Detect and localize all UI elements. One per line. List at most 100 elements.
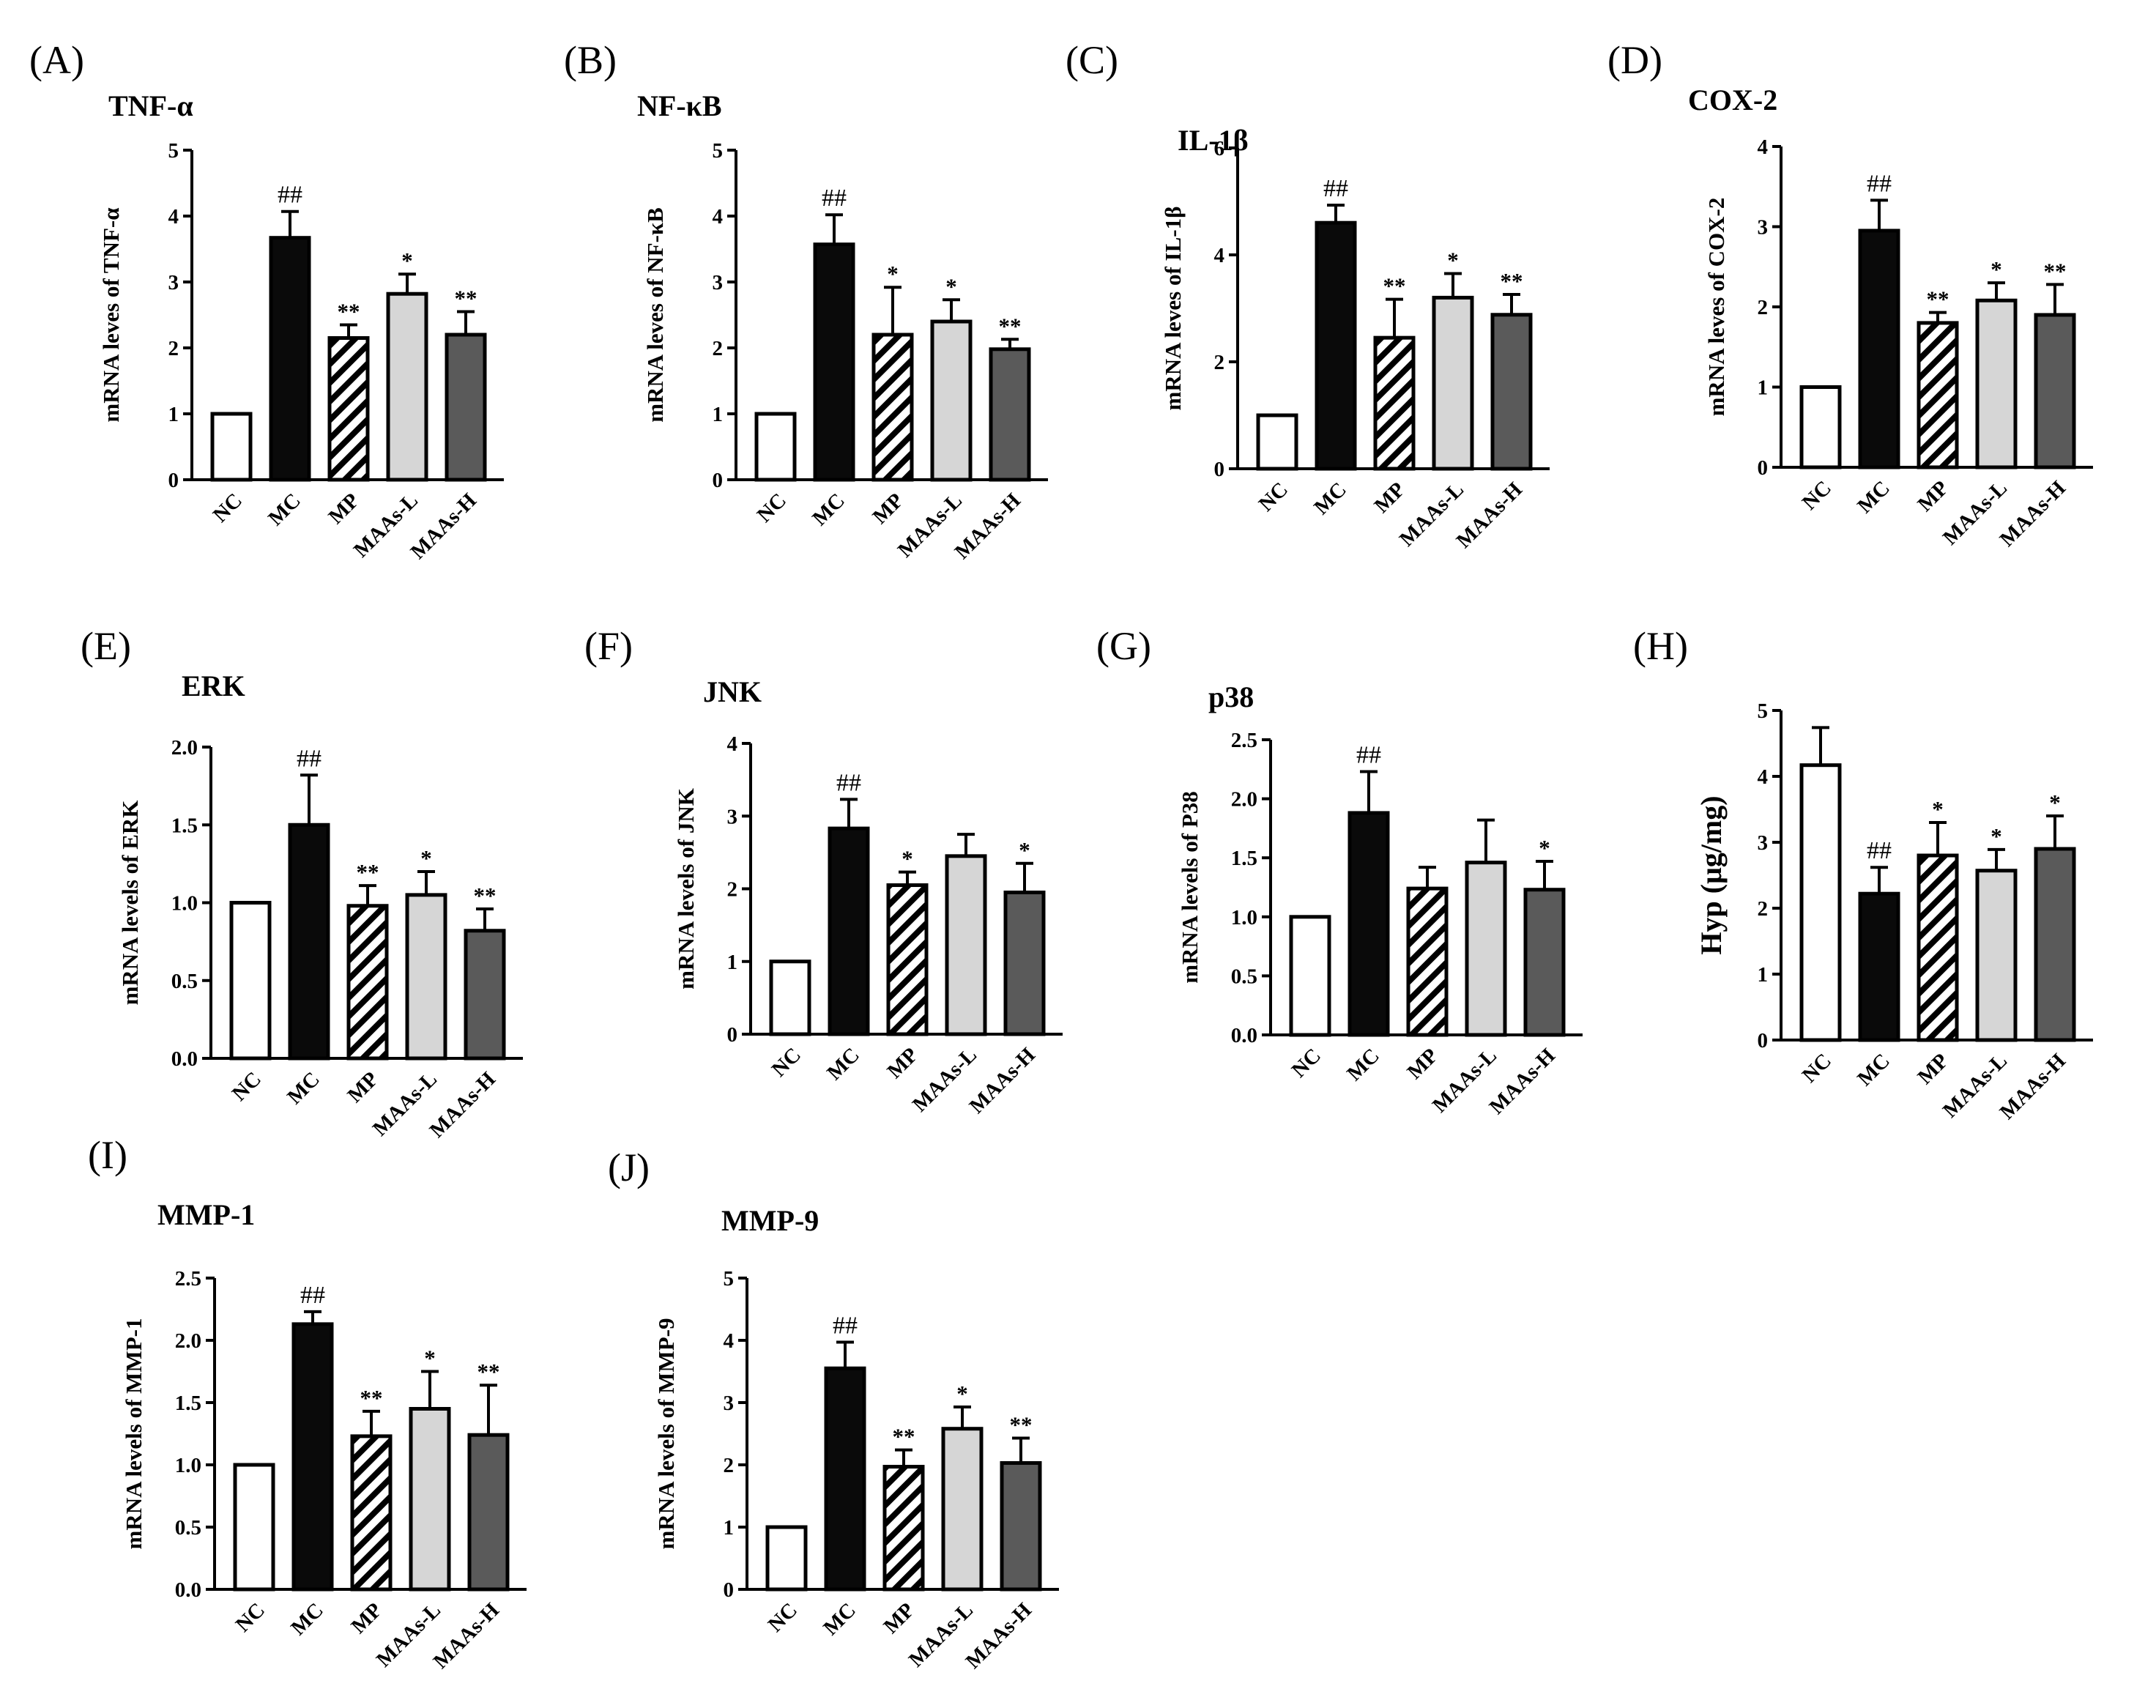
y-tick-label: 0.5 [171,970,198,993]
y-tick-label: 5 [1758,699,1769,723]
bar-mp [350,1434,393,1592]
panel-letter: (A) [29,38,84,82]
y-tick-label: 5 [168,139,179,163]
x-tick-label: NC [767,1043,806,1081]
chart-panel: (I) MMP-1 0.0 0.5 1.0 1.5 2.0 2.5 mRNA levels of… [88,1133,527,1674]
y-tick-label: 1.0 [171,892,198,916]
significance-marker: * [1990,823,2002,849]
x-tick-label: MP [324,489,364,529]
y-tick-label: 2 [727,878,738,902]
y-tick-label: 2.5 [1231,729,1257,752]
bar-maas-h [1003,890,1046,1036]
significance-marker: ** [474,883,497,908]
panel-letter: (G) [1096,624,1151,668]
y-tick-label: 3 [168,271,179,294]
significance-marker: ## [836,769,861,796]
chart-title: MMP-1 [157,1198,255,1231]
y-tick-label: 0.5 [175,1516,201,1540]
bar-mc [288,823,330,1061]
x-tick-label: NC [1798,476,1836,514]
x-tick-label: NC [1254,478,1293,516]
significance-marker: ** [1501,268,1523,294]
significance-marker: ## [1323,175,1348,202]
x-tick-label: MC [819,1598,860,1640]
significance-marker: * [401,248,413,273]
bar-mc [1858,891,1900,1042]
chart-panel: (J) MMP-9 0 1 2 3 4 5 mRNA levels of MMP-9 NC ## MC… [608,1146,1059,1674]
y-tick-label: 4 [168,205,179,229]
chart-title: JNK [703,675,762,708]
bar-maas-h [2034,847,2076,1042]
bar-nc [1799,385,1842,469]
bar-maas-h [1490,313,1533,471]
panel-letter: (I) [88,1133,127,1177]
bar-nc [210,412,253,482]
x-tick-label: MC [283,1067,324,1109]
y-tick-label: 0 [168,469,179,492]
bar-nc [1799,763,1842,1042]
x-tick-label: MP [346,1598,387,1638]
y-axis-label: mRNA levels of MMP-1 [121,1318,146,1550]
y-tick-label: 6 [1214,137,1225,160]
y-tick-label: 0.0 [175,1578,201,1602]
chart-title: ERK [182,669,245,702]
chart-title: MMP-9 [721,1204,819,1237]
x-tick-label: MC [264,489,305,530]
y-tick-label: 5 [713,139,724,163]
significance-marker: ** [1010,1411,1033,1437]
chart-title: TNF-α [108,89,193,122]
y-tick-label: 2 [1758,296,1769,319]
x-tick-label: MP [882,1043,923,1083]
significance-marker: ** [893,1424,915,1449]
significance-marker: * [887,261,899,286]
y-tick-label: 0 [713,469,724,492]
y-tick-label: 1 [727,951,738,974]
y-tick-label: 4 [724,1329,735,1353]
significance-marker: ** [2044,258,2067,283]
x-tick-label: MAAs-H [951,489,1026,564]
x-tick-label: MC [286,1598,328,1640]
x-tick-label: MP [1402,1044,1443,1084]
x-tick-label: NC [764,1598,802,1636]
x-tick-label: MAAs-H [425,1067,501,1143]
significance-marker: * [902,846,913,872]
bar-maas-l [405,893,447,1061]
chart-panel: (G) p38 0.0 0.5 1.0 1.5 2.0 2.5 mRNA levels of P… [1096,624,1583,1119]
x-tick-label: MP [879,1598,919,1638]
x-tick-label: MC [808,489,850,530]
bar-maas-l [941,1427,984,1592]
bar-nc [769,959,811,1036]
bar-mc [813,242,855,482]
bar-mc [291,1322,334,1592]
bar-maas-l [1465,861,1507,1037]
y-tick-label: 2 [168,337,179,360]
y-tick-label: 2 [1758,897,1769,921]
x-tick-label: MAAs-H [1485,1044,1561,1119]
x-tick-label: MAAs-H [1996,476,2071,552]
y-tick-label: 3 [1758,831,1769,855]
y-axis-label: Hyp (μg/mg) [1695,795,1728,954]
y-tick-label: 4 [713,205,724,229]
bar-mc [824,1366,866,1592]
significance-marker: * [420,845,432,871]
bar-nc [1256,413,1298,471]
x-tick-label: MAAs-H [1452,478,1528,553]
bar-nc [754,412,797,482]
x-tick-label: NC [1287,1044,1326,1082]
significance-marker: * [945,273,957,299]
significance-marker: ## [1356,742,1381,769]
bar-mc [1348,811,1390,1037]
panel-letter: (F) [584,624,633,668]
y-tick-label: 2 [1214,351,1225,374]
significance-marker: * [1539,835,1550,861]
significance-marker: * [1932,796,1944,822]
y-tick-label: 4 [727,732,738,756]
bar-nc [229,901,272,1061]
significance-marker: ## [278,182,302,209]
y-tick-label: 1 [1758,963,1769,987]
x-tick-label: MAAs-H [965,1043,1041,1118]
y-tick-label: 0 [1758,1029,1769,1052]
bar-maas-h [464,929,506,1061]
